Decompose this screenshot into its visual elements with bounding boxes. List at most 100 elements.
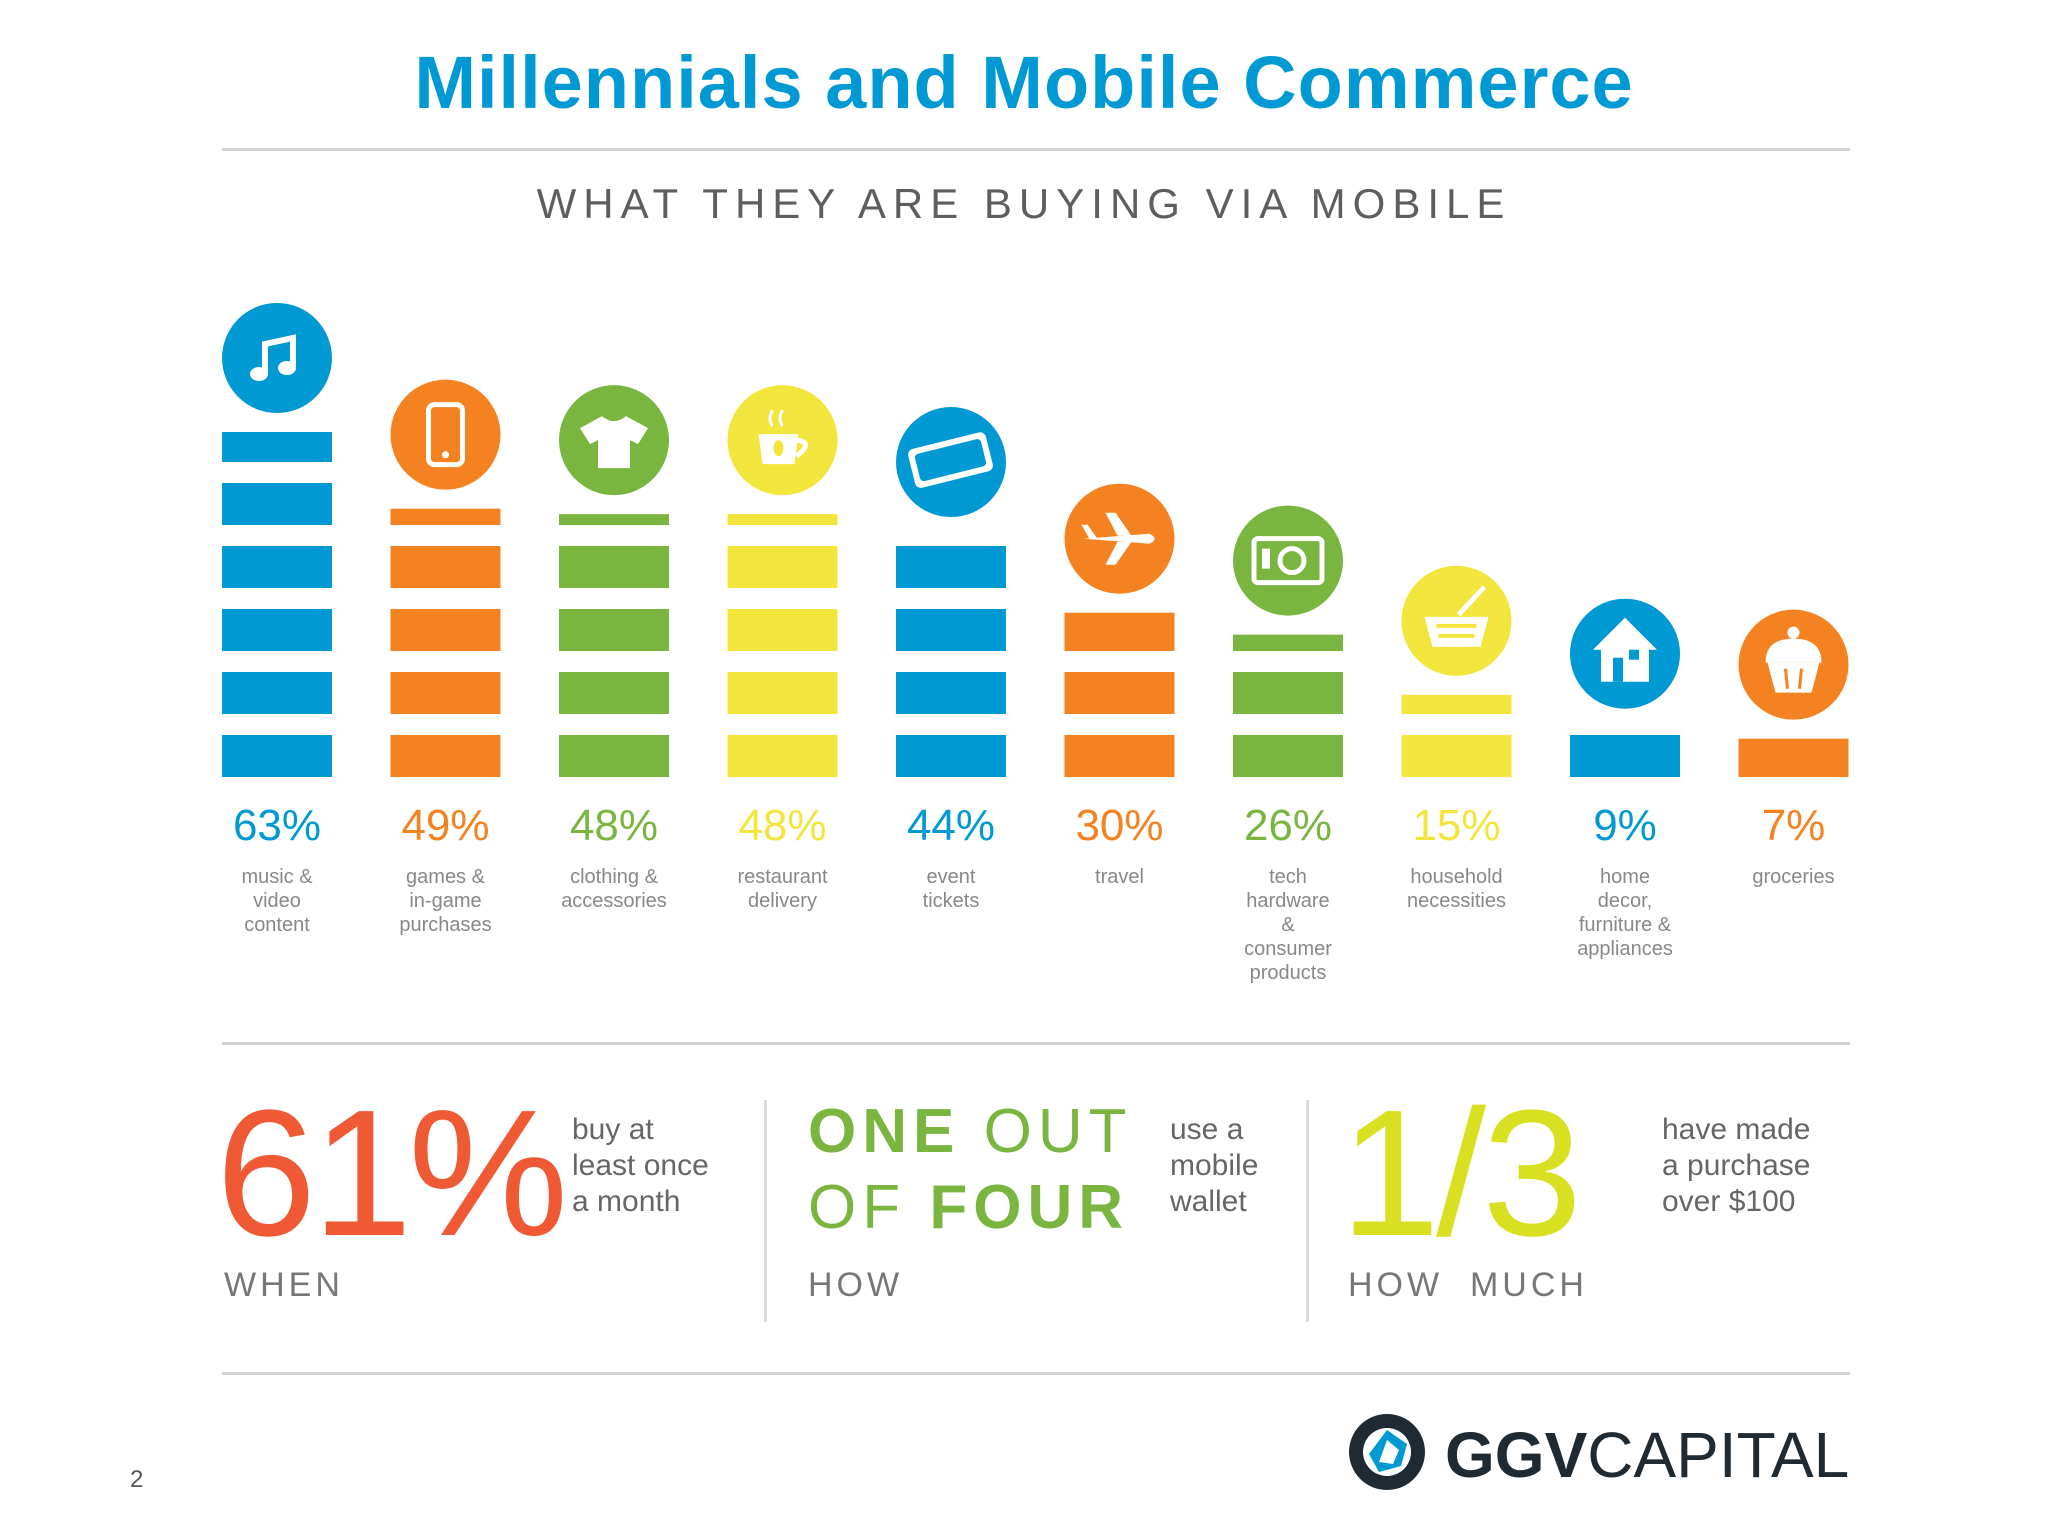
category-label: event bbox=[927, 866, 976, 888]
category-label: accessories bbox=[561, 890, 667, 912]
airplane-icon bbox=[1064, 483, 1175, 594]
category-label: household bbox=[1410, 866, 1502, 888]
bar-segment bbox=[222, 672, 332, 714]
category-label: hardware bbox=[1246, 890, 1329, 912]
stat-how-value: ONE OUT OF FOUR bbox=[808, 1097, 1133, 1242]
stat-how-much-caption: HOW MUCH bbox=[1348, 1266, 1588, 1304]
stat-when-value: 61% bbox=[216, 1073, 568, 1274]
basket-icon bbox=[1401, 565, 1512, 676]
bar-segment bbox=[390, 672, 501, 714]
bar-segment bbox=[1738, 738, 1849, 777]
category-label: games & bbox=[406, 866, 486, 888]
icon-circle bbox=[1233, 505, 1343, 616]
bar-value-label: 26% bbox=[1244, 801, 1332, 850]
category-label: in-game bbox=[409, 890, 481, 912]
category-label: tickets bbox=[923, 890, 980, 912]
bar-segment bbox=[1570, 735, 1680, 777]
bar-segment bbox=[896, 672, 1006, 714]
bar-value-label: 9% bbox=[1593, 801, 1657, 850]
bar-segment bbox=[222, 609, 332, 651]
category-label: consumer bbox=[1244, 938, 1332, 960]
category-label: clothing & bbox=[570, 866, 658, 888]
category-label: & bbox=[1281, 914, 1295, 936]
category-label: travel bbox=[1095, 866, 1144, 888]
bar-segment bbox=[896, 609, 1006, 651]
page-title: Millennials and Mobile Commerce bbox=[414, 41, 1634, 124]
ggv-capital-logo-text: GGVCAPITAL bbox=[1445, 1419, 1850, 1491]
t-shirt-icon bbox=[559, 385, 669, 496]
bar-segment bbox=[727, 735, 838, 777]
bar-segment bbox=[1064, 735, 1175, 777]
bar-segment bbox=[727, 546, 838, 588]
bar-segment bbox=[1233, 672, 1343, 714]
bar-segment bbox=[727, 672, 838, 714]
bar-segment bbox=[727, 609, 838, 651]
house-icon bbox=[1570, 598, 1680, 709]
bar-segment bbox=[222, 483, 332, 525]
bar-segment bbox=[222, 546, 332, 588]
bar-segment bbox=[559, 672, 669, 714]
bar-segment bbox=[559, 609, 669, 651]
bar-value-label: 63% bbox=[233, 801, 321, 850]
bar-segment bbox=[390, 508, 501, 525]
stat-how-much-value: 1/3 bbox=[1340, 1073, 1582, 1274]
category-label: purchases bbox=[399, 914, 491, 936]
bar-segment bbox=[896, 546, 1006, 588]
stat-how-text: use a mobile wallet bbox=[1170, 1113, 1259, 1218]
category-label: decor, bbox=[1598, 890, 1652, 912]
bar-value-label: 30% bbox=[1075, 801, 1163, 850]
bar-segment bbox=[727, 514, 838, 525]
bottom-divider bbox=[222, 1372, 1850, 1375]
bar-segment bbox=[390, 609, 501, 651]
icon-circle bbox=[222, 303, 332, 413]
cupcake-icon bbox=[1738, 609, 1849, 720]
coffee-cup-icon bbox=[727, 385, 838, 496]
category-label: products bbox=[1250, 962, 1327, 984]
bar-segment bbox=[1233, 735, 1343, 777]
bar-segment bbox=[896, 735, 1006, 777]
bar-value-label: 48% bbox=[570, 801, 658, 850]
bar-segment bbox=[559, 735, 669, 777]
stat-when-text: buy at least once a month bbox=[572, 1113, 709, 1218]
bar-group: 48% clothing &accessories bbox=[559, 385, 669, 912]
category-label: appliances bbox=[1577, 938, 1673, 960]
category-label: tech bbox=[1269, 866, 1307, 888]
bar-segment bbox=[1064, 612, 1175, 651]
bar-value-label: 7% bbox=[1762, 801, 1826, 850]
bar-value-label: 49% bbox=[401, 801, 489, 850]
page-number: 2 bbox=[130, 1466, 144, 1493]
bar-group: 30% travel bbox=[1064, 483, 1175, 888]
stat-divider-2 bbox=[1306, 1100, 1309, 1322]
category-label: video bbox=[253, 890, 301, 912]
bar-segment bbox=[559, 546, 669, 588]
stat-how-much-text: have made a purchase over $100 bbox=[1662, 1113, 1811, 1218]
ticket-icon bbox=[896, 407, 1006, 518]
bar-segment bbox=[1401, 735, 1512, 777]
category-label: furniture & bbox=[1579, 914, 1672, 936]
mobile-phone-icon bbox=[390, 379, 501, 490]
bar-segment bbox=[222, 432, 332, 462]
ggv-logo-icon bbox=[1349, 1414, 1425, 1490]
stat-divider-1 bbox=[764, 1100, 767, 1322]
category-label: groceries bbox=[1752, 866, 1834, 888]
icon-circle bbox=[390, 379, 501, 490]
music-note-icon bbox=[222, 303, 332, 413]
bar-segment bbox=[222, 735, 332, 777]
bar-segment bbox=[390, 546, 501, 588]
bar-value-label: 48% bbox=[738, 801, 826, 850]
chart-subtitle: WHAT THEY ARE BUYING VIA MOBILE bbox=[536, 180, 1512, 227]
bar-segment bbox=[559, 514, 669, 525]
category-label: delivery bbox=[748, 890, 817, 912]
bar-segment bbox=[1401, 694, 1512, 714]
category-label: home bbox=[1600, 866, 1650, 888]
category-label: restaurant bbox=[737, 866, 827, 888]
bar-value-label: 44% bbox=[907, 801, 995, 850]
